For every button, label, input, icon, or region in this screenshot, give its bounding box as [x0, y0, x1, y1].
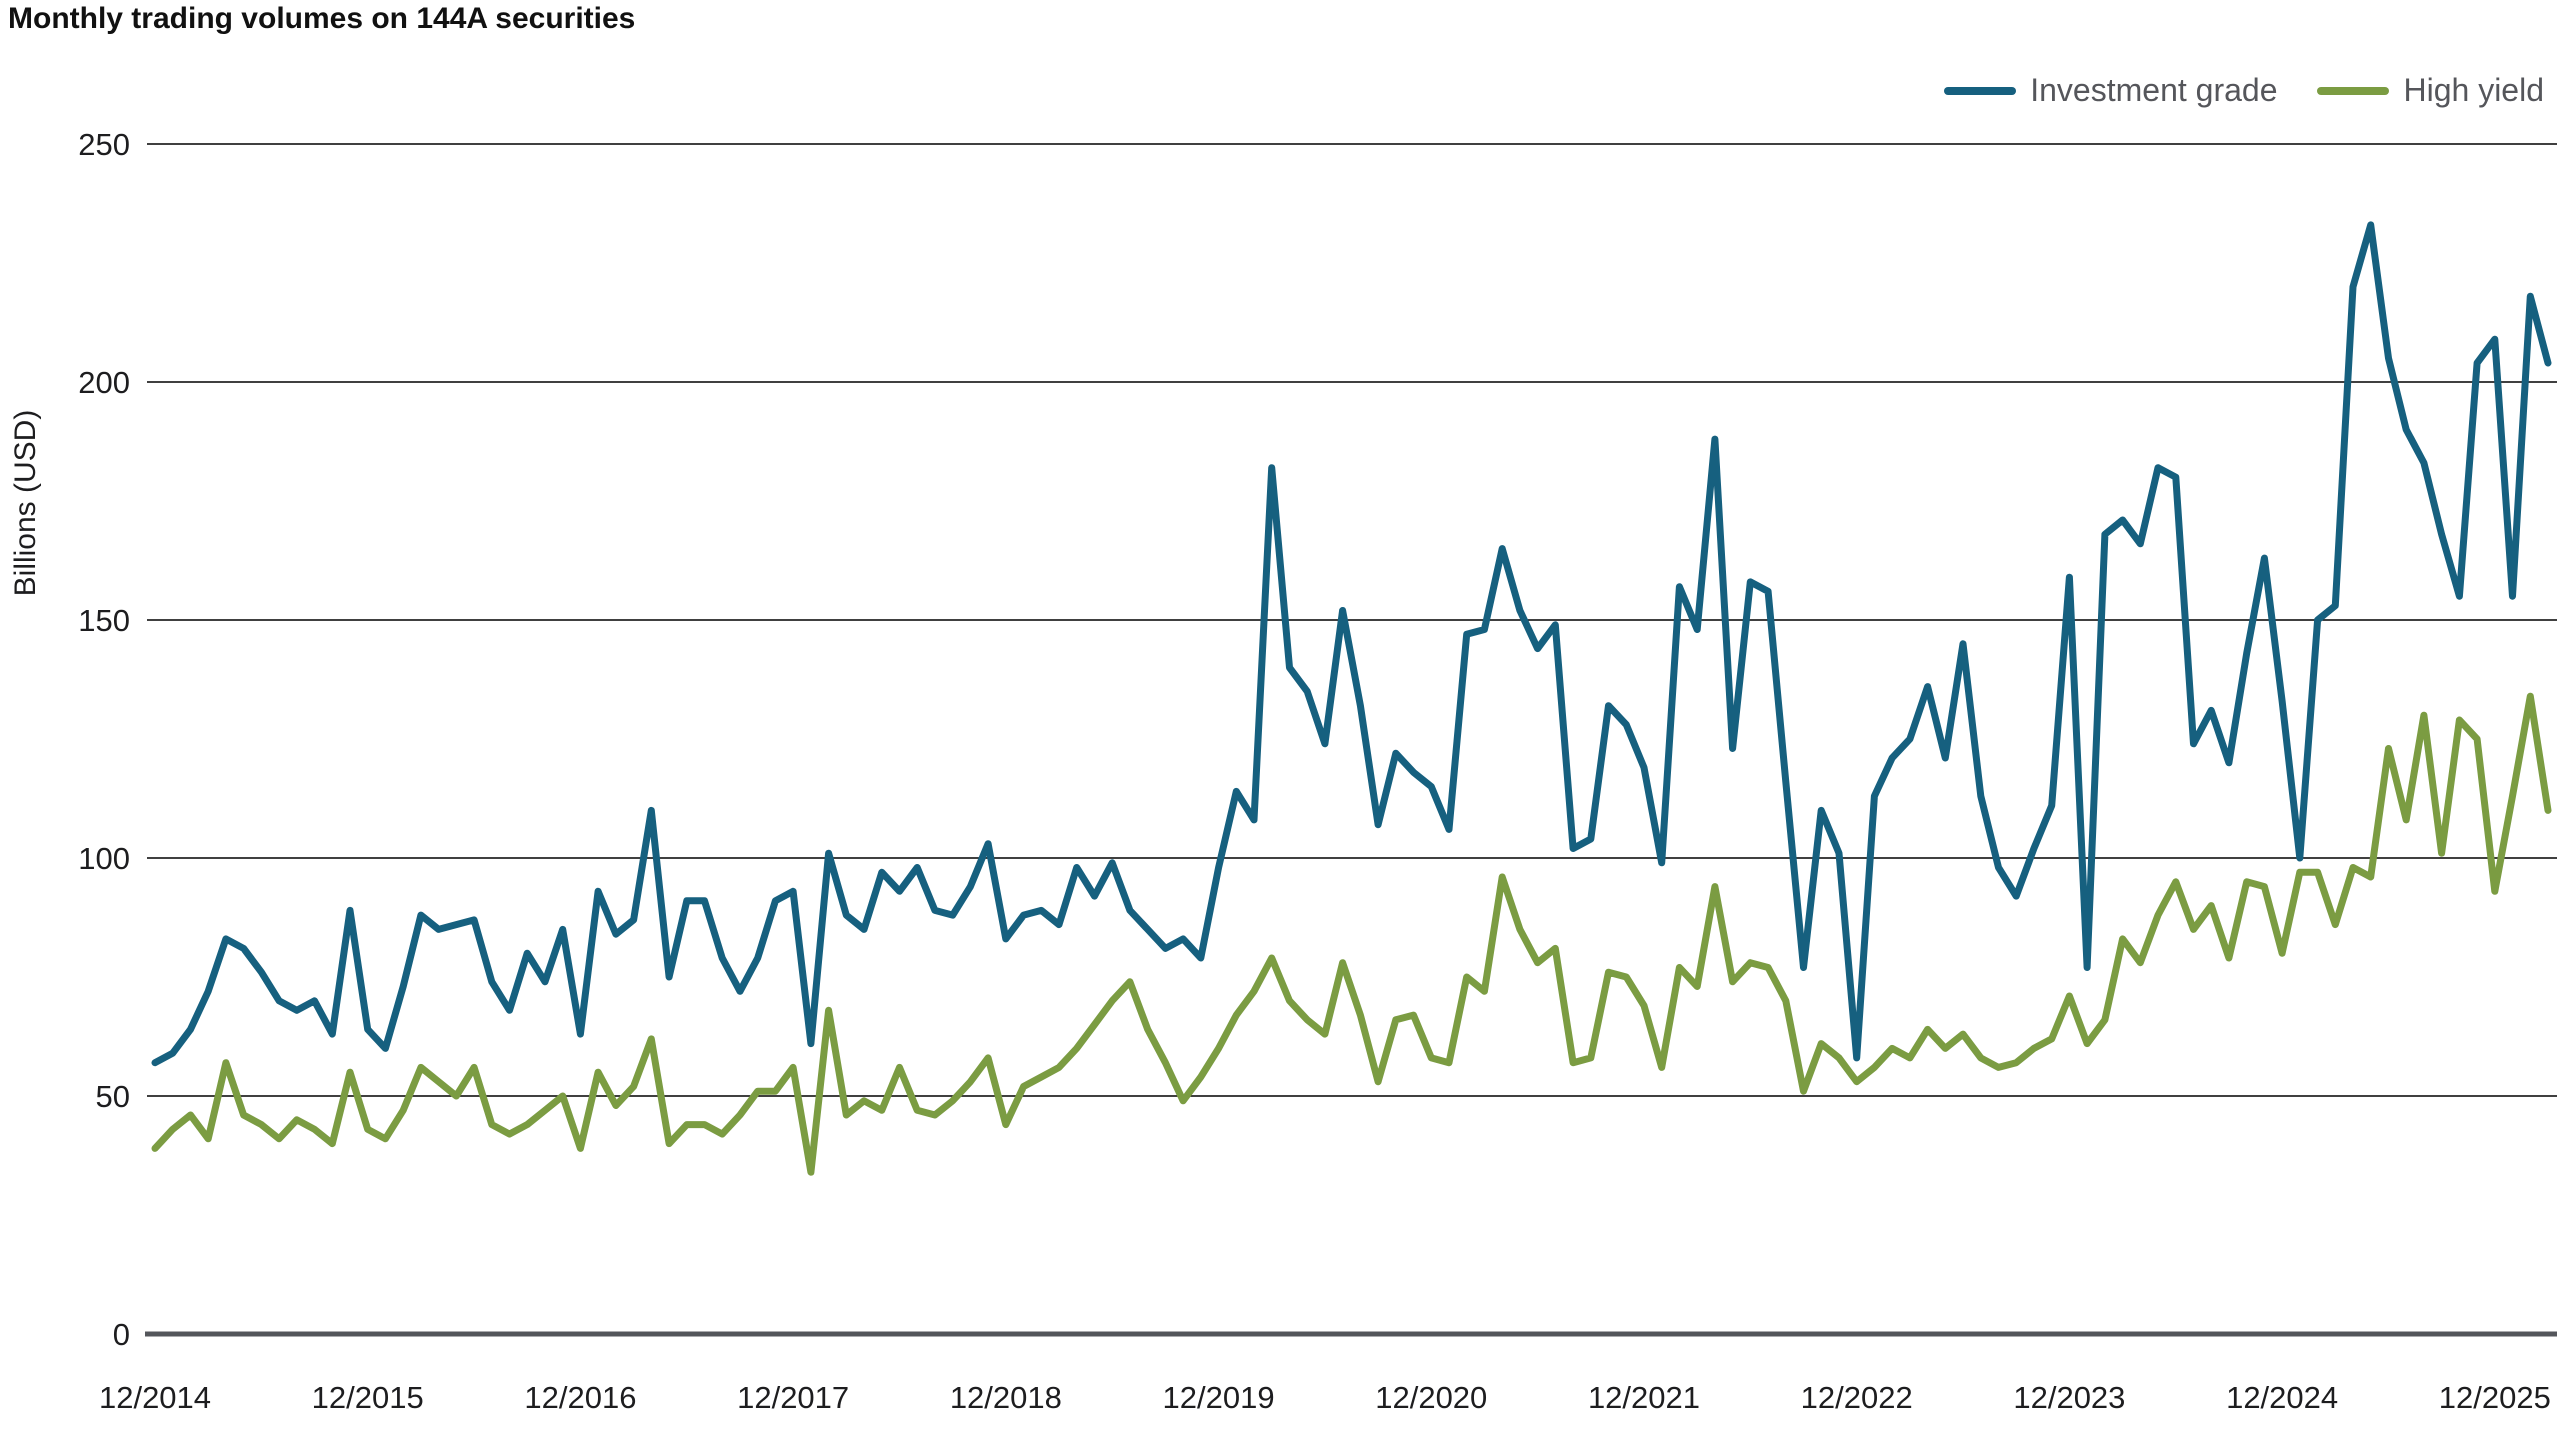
legend-item-high-yield: High yield — [2317, 72, 2544, 109]
x-tick-label-12-2025: 12/2025 — [2439, 1380, 2551, 1415]
x-tick-label-12-2021: 12/2021 — [1588, 1380, 1700, 1415]
x-tick-label-12-2018: 12/2018 — [950, 1380, 1062, 1415]
chart-title: Monthly trading volumes on 144A securiti… — [8, 2, 636, 35]
y-tick-label-100: 100 — [78, 841, 130, 876]
legend: Investment grade High yield — [1944, 72, 2544, 109]
x-tick-label-12-2015: 12/2015 — [312, 1380, 424, 1415]
y-tick-label-150: 150 — [78, 603, 130, 638]
high-yield-line-swatch-icon — [2317, 86, 2390, 95]
legend-item-investment-grade: Investment grade — [1944, 72, 2277, 109]
data-series-lines — [151, 221, 2552, 1176]
y-axis-tick-labels: 0 50 100 150 200 250 — [78, 127, 130, 1352]
x-tick-label-12-2022: 12/2022 — [1801, 1380, 1913, 1415]
x-tick-label-12-2020: 12/2020 — [1375, 1380, 1487, 1415]
y-tick-label-50: 50 — [96, 1079, 130, 1114]
y-tick-label-250: 250 — [78, 127, 130, 162]
x-tick-label-12-2017: 12/2017 — [737, 1380, 849, 1415]
x-tick-label-12-2024: 12/2024 — [2226, 1380, 2338, 1415]
x-axis-tick-labels: 12/2014 12/2015 12/2016 12/2017 12/2018 12/20… — [99, 1380, 2551, 1415]
y-tick-label-200: 200 — [78, 365, 130, 400]
x-tick-label-12-2019: 12/2019 — [1163, 1380, 1275, 1415]
investment-grade-line-swatch-icon — [1944, 86, 2017, 95]
legend-label-investment-grade: Investment grade — [2030, 72, 2278, 108]
y-tick-label-0: 0 — [113, 1317, 130, 1352]
x-tick-label-12-2023: 12/2023 — [2013, 1380, 2125, 1415]
legend-label-high-yield: High yield — [2403, 72, 2544, 108]
series-line-investment-grade — [151, 221, 2552, 1067]
x-tick-label-12-2016: 12/2016 — [524, 1380, 636, 1415]
x-tick-label-12-2014: 12/2014 — [99, 1380, 211, 1415]
gridlines — [147, 143, 2557, 1097]
series-line-high-yield — [151, 692, 2552, 1176]
